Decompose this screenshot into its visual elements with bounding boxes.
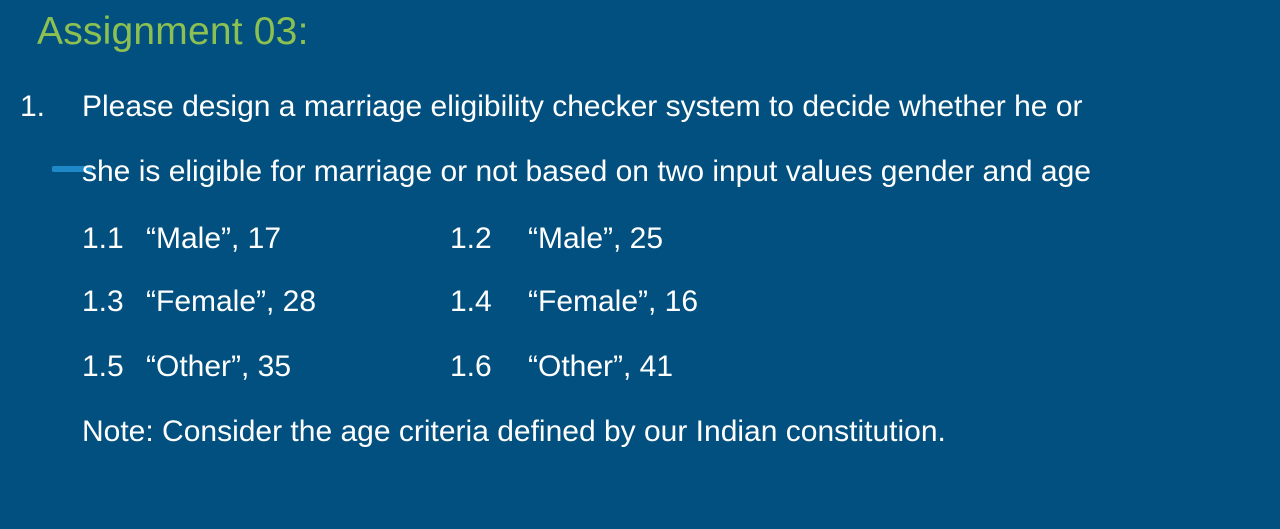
- note-text: Note: Consider the age criteria defined …: [82, 415, 946, 448]
- question-number: 1.: [20, 90, 46, 123]
- test-case-value: “Male”, 25: [528, 222, 664, 255]
- test-case-number: 1.1: [82, 222, 124, 255]
- test-case-number: 1.3: [82, 285, 124, 318]
- test-case-1-4: 1.4 “Female”, 16: [450, 285, 698, 319]
- question-text-line-1: Please design a marriage eligibility che…: [82, 90, 1083, 123]
- accent-bar: [52, 166, 92, 172]
- test-case-number: 1.5: [82, 350, 124, 383]
- test-case-number: 1.6: [450, 350, 492, 383]
- test-case-1-1: 1.1 “Male”, 17: [82, 222, 281, 256]
- test-case-value: “Male”, 17: [146, 222, 282, 255]
- test-case-1-3: 1.3 “Female”, 28: [82, 285, 316, 319]
- test-case-number: 1.4: [450, 285, 492, 318]
- test-case-number: 1.2: [450, 222, 492, 255]
- test-case-value: “Female”, 16: [528, 285, 699, 318]
- test-case-1-6: 1.6 “Other”, 41: [450, 350, 673, 384]
- test-case-value: “Female”, 28: [146, 285, 317, 318]
- test-case-1-2: 1.2 “Male”, 25: [450, 222, 663, 256]
- test-case-value: “Other”, 35: [146, 350, 292, 383]
- test-case-1-5: 1.5 “Other”, 35: [82, 350, 291, 384]
- question-text-line-2: she is eligible for marriage or not base…: [82, 155, 1091, 188]
- slide-title: Assignment 03:: [37, 10, 309, 53]
- test-case-value: “Other”, 41: [528, 350, 674, 383]
